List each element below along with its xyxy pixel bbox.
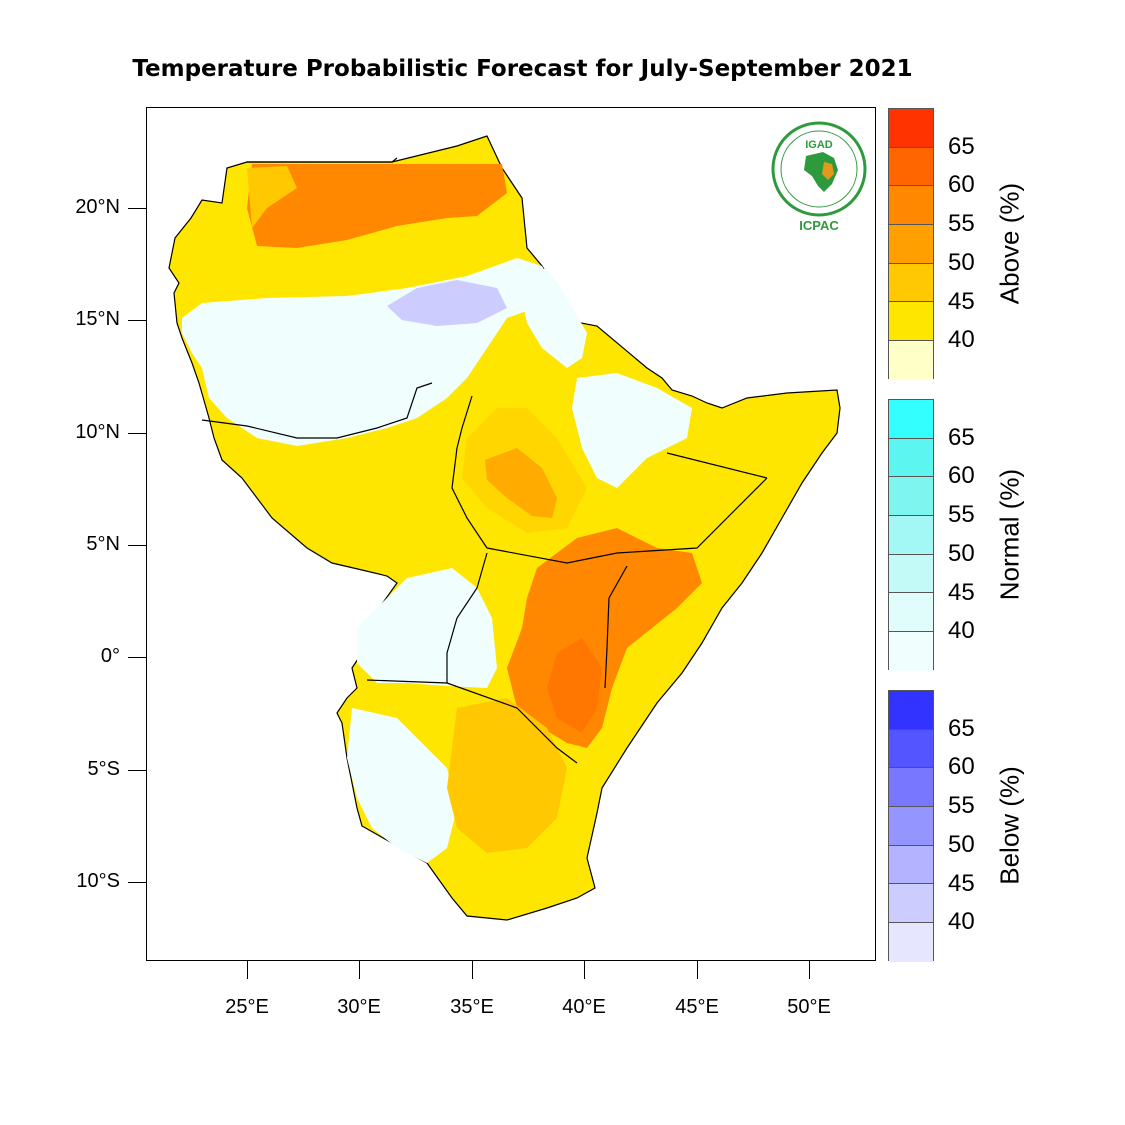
zone-above-45-tanzania: [447, 698, 567, 853]
lon-tick-label: 50°E: [787, 996, 831, 1018]
legend-value: 60: [948, 462, 975, 490]
legend-swatch: [889, 109, 933, 148]
lat-tick-label: 5°S: [87, 758, 120, 780]
zone-below-40-sudan: [387, 280, 507, 326]
legend-value: 60: [948, 171, 975, 199]
lon-tick-mark: [247, 961, 248, 979]
legend-swatch: [889, 729, 933, 769]
zone-above-45-ethiopia: [462, 408, 587, 533]
lat-tick-mark: [128, 545, 146, 546]
legend-swatch: [889, 186, 933, 226]
legend-value: 45: [948, 287, 975, 315]
legend-value: 65: [948, 714, 975, 742]
border-sudan-egypt: [247, 157, 398, 163]
legend-swatch: [889, 691, 933, 730]
legend-value: 65: [948, 132, 975, 160]
legend-swatch: [889, 516, 933, 555]
legend-title: Above (%): [994, 183, 1025, 305]
legend-swatch: [889, 302, 933, 342]
legend-swatch: [889, 554, 933, 594]
zone-above-50-kenya: [547, 638, 602, 733]
legend-value: 40: [948, 908, 975, 936]
lat-tick-label: 10°S: [76, 870, 120, 892]
lon-tick-label: 40°E: [562, 996, 606, 1018]
legend-value: 40: [948, 617, 975, 645]
legend-swatch: [889, 477, 933, 517]
zone-above-50-north: [247, 166, 297, 228]
legend-title: Normal (%): [994, 469, 1025, 601]
lat-tick-label: 10°N: [75, 421, 120, 443]
lon-tick-mark: [697, 961, 698, 979]
legend-swatch: [889, 632, 933, 671]
legend-value: 45: [948, 869, 975, 897]
legend-value: 50: [948, 830, 975, 858]
border-kenya-somalia: [604, 565, 628, 689]
legend-value: 40: [948, 326, 975, 354]
legend-swatch: [889, 225, 933, 264]
africa-map-icon: [804, 152, 838, 192]
logo-label-top: IGAD: [805, 139, 833, 151]
lat-tick-label: 5°N: [86, 533, 120, 555]
legend-value: 55: [948, 210, 975, 238]
lon-tick-mark: [472, 961, 473, 979]
zone-normal-uganda: [357, 568, 497, 688]
lon-tick-mark: [359, 961, 360, 979]
border-eastern-horn: [486, 477, 768, 564]
lon-tick-label: 25°E: [225, 996, 269, 1018]
lat-tick-mark: [128, 320, 146, 321]
zone-normal-eritrea: [517, 268, 587, 368]
logo-label-bottom: ICPAC: [799, 218, 839, 233]
legend-colorbar: [888, 399, 934, 671]
legend-value: 60: [948, 753, 975, 781]
legend-colorbar: [888, 690, 934, 962]
zone-normal-tanzania-west: [347, 708, 457, 863]
lat-tick-mark: [128, 770, 146, 771]
lat-tick-mark: [128, 433, 146, 434]
lon-tick-mark: [809, 961, 810, 979]
lon-tick-label: 35°E: [450, 996, 494, 1018]
legend-swatch: [889, 438, 933, 478]
lon-tick-mark: [584, 961, 585, 979]
legend-swatch: [889, 341, 933, 380]
lat-tick-label: 20°N: [75, 196, 120, 218]
border-somalia-ethiopia: [666, 452, 768, 479]
border-kenya-tanzania: [366, 679, 578, 764]
border-ethiopia-south-sudan: [451, 395, 488, 549]
legend-colorbar: [888, 108, 934, 380]
zone-normal-ethiopia-east: [572, 373, 692, 488]
legend-value: 50: [948, 248, 975, 276]
legend-swatch: [889, 884, 933, 924]
legend-value: 45: [948, 578, 975, 606]
legend-value: 65: [948, 423, 975, 451]
legend-swatch: [889, 593, 933, 633]
lat-tick-mark: [128, 882, 146, 883]
legend-value: 50: [948, 539, 975, 567]
legend-swatch: [889, 263, 933, 303]
lat-tick-mark: [128, 208, 146, 209]
zone-above-55-north: [247, 164, 507, 248]
map-frame: [146, 107, 876, 961]
border-uganda-kenya: [446, 552, 488, 683]
forecast-map: [168, 135, 841, 921]
border-sudan-south-sudan: [201, 382, 433, 439]
lat-tick-label: 0°: [100, 645, 120, 667]
legend-swatch: [889, 768, 933, 808]
legend-title: Below (%): [994, 766, 1025, 886]
lon-tick-label: 30°E: [337, 996, 381, 1018]
lat-tick-mark: [128, 657, 146, 658]
lat-tick-label: 15°N: [75, 308, 120, 330]
legend-swatch: [889, 147, 933, 187]
legend-swatch: [889, 400, 933, 439]
legend-swatch: [889, 807, 933, 846]
legend-value: 55: [948, 501, 975, 529]
igad-icpac-logo: IGAD ICPAC: [771, 121, 867, 233]
legend-swatch: [889, 845, 933, 885]
legend-swatch: [889, 923, 933, 962]
lon-tick-label: 45°E: [675, 996, 719, 1018]
chart-title: Temperature Probabilistic Forecast for J…: [132, 56, 913, 82]
legend-value: 55: [948, 792, 975, 820]
